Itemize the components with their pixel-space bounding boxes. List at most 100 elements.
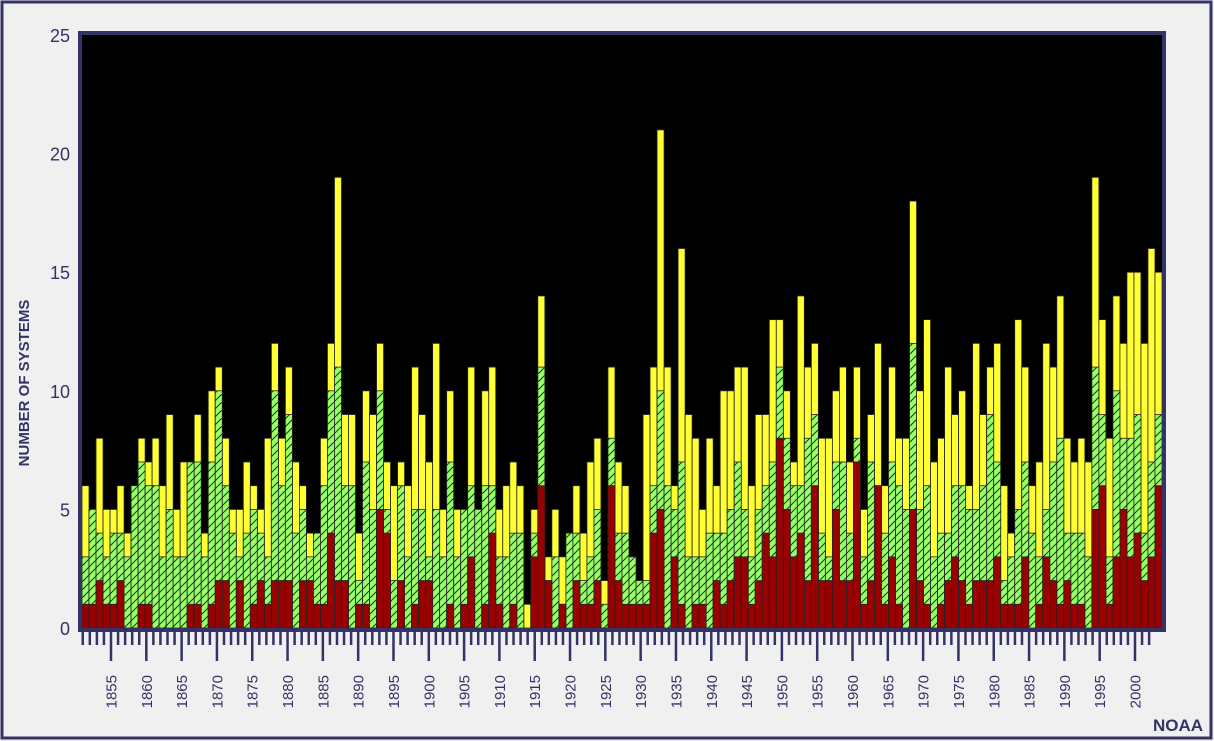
bar-major (677, 603, 686, 629)
bar-hurricanes (1028, 532, 1037, 629)
bar-total (523, 603, 532, 629)
bar-hurricanes (551, 556, 560, 629)
bar-major (810, 485, 819, 629)
y-tick-label: 15 (50, 263, 70, 283)
bar-major (691, 603, 700, 629)
y-tick-label: 0 (60, 619, 70, 639)
bar-hurricanes (453, 556, 462, 629)
bar-major (1000, 603, 1009, 629)
bar-major (881, 603, 889, 629)
bar-major (306, 580, 314, 629)
x-tick-label: 1980 (986, 675, 1003, 708)
x-tick-label: 1970 (916, 675, 933, 708)
bar-hurricanes (348, 485, 356, 629)
bar-major (509, 603, 518, 629)
x-tick-label: 1960 (845, 675, 862, 708)
bar-major (796, 532, 805, 629)
bar-major (81, 603, 90, 629)
y-axis-title: NUMBER OF SYSTEMS (16, 300, 33, 467)
x-tick-label: 1910 (492, 675, 509, 708)
bar-major (803, 580, 812, 629)
bar-major (327, 532, 335, 629)
bar-major (979, 580, 988, 629)
bar-major (874, 485, 882, 629)
bar-hurricanes (677, 461, 686, 629)
bar-major (1154, 485, 1163, 629)
bar-major (341, 580, 349, 629)
bar-major (726, 580, 735, 629)
x-tick-label: 1935 (669, 675, 686, 708)
bar-major (993, 556, 1002, 629)
bar-major (1077, 603, 1086, 629)
bar-major (1091, 508, 1100, 629)
bar-major (923, 603, 931, 629)
bar-major (214, 580, 223, 629)
bar-major (1070, 603, 1079, 629)
bar-major (937, 603, 945, 629)
x-tick-label: 1925 (598, 675, 615, 708)
bar-major (481, 603, 490, 629)
bar-major (221, 580, 230, 629)
bar-hurricanes (193, 461, 202, 629)
bar-major (895, 603, 903, 629)
x-tick-label: 1995 (1092, 675, 1109, 708)
x-tick-label: 1990 (1057, 675, 1074, 708)
bar-major (846, 580, 854, 629)
bar-hurricanes (228, 532, 237, 629)
bar-hurricanes (600, 603, 609, 629)
bar-hurricanes (291, 532, 300, 629)
bar-major (355, 603, 363, 629)
bar-major (986, 580, 995, 629)
bar-hurricanes (165, 508, 174, 629)
bar-major (235, 580, 244, 629)
x-tick-label: 1915 (527, 675, 544, 708)
bar-hurricanes (151, 485, 160, 629)
x-tick-label: 1890 (351, 675, 368, 708)
x-tick-label: 1895 (386, 675, 403, 708)
bar-hurricanes (705, 532, 714, 629)
bar-major (376, 508, 384, 629)
bar-major (284, 580, 293, 629)
bar-major (1119, 508, 1128, 629)
bar-hurricanes (439, 556, 448, 629)
bar-major (621, 603, 630, 629)
x-tick-label: 1900 (421, 675, 438, 708)
bar-major (1105, 603, 1114, 629)
bar-major (1042, 556, 1051, 629)
bars-group (81, 129, 1163, 629)
bar-major (277, 580, 286, 629)
bar-major (642, 603, 651, 629)
bar-hurricanes (1056, 437, 1065, 629)
bar-major (860, 603, 868, 629)
x-tick-label: 1985 (1022, 675, 1039, 708)
x-tick-label: 1875 (245, 675, 262, 708)
bar-hurricanes (242, 532, 251, 629)
bar-major (586, 603, 595, 629)
bar-hurricanes (186, 461, 195, 629)
bar-major (537, 485, 546, 629)
x-tick-label: 1965 (880, 675, 897, 708)
bar-major (116, 580, 125, 629)
x-tick-label: 1940 (704, 675, 721, 708)
bar-hurricanes (446, 461, 455, 629)
bar-major (270, 580, 279, 629)
bar-major (572, 580, 581, 629)
bar-major (144, 603, 153, 629)
x-tick-label: 1860 (139, 675, 156, 708)
bar-major (656, 508, 665, 629)
bar-major (579, 603, 588, 629)
bar-major (593, 580, 602, 629)
bar-major (1133, 532, 1142, 629)
bar-major (1112, 556, 1121, 629)
bar-major (95, 580, 104, 629)
bar-major (972, 580, 981, 629)
bar-major (839, 580, 847, 629)
bar-major (1098, 485, 1107, 629)
bar-hurricanes (1084, 556, 1093, 629)
bar-major (530, 556, 539, 629)
bar-major (824, 580, 833, 629)
x-tick-label: 1950 (774, 675, 791, 708)
x-tick-label: 1945 (739, 675, 756, 708)
bar-hurricanes (502, 556, 511, 629)
